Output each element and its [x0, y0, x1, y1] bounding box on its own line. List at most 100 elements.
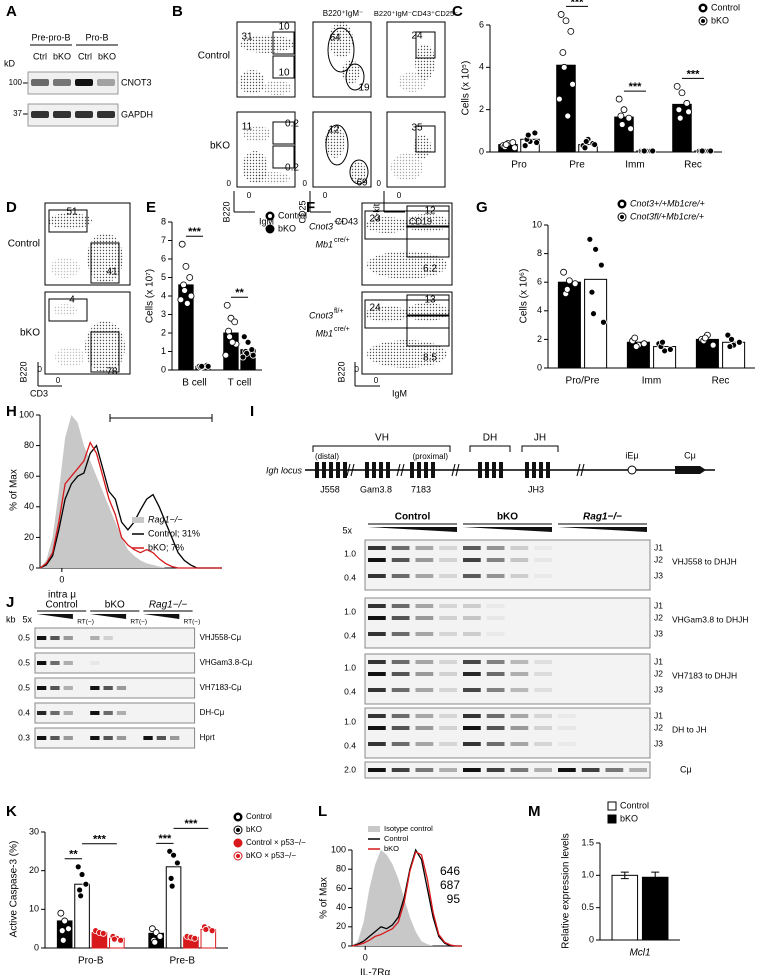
panel-label: E	[146, 199, 156, 216]
data-point	[78, 871, 86, 878]
gate	[406, 205, 450, 227]
region-label: VH	[375, 433, 389, 444]
data-point	[249, 351, 257, 359]
lane-label: Ctrl	[33, 51, 47, 61]
marker-label: 37	[13, 109, 22, 118]
legend-swatch	[132, 517, 144, 523]
y-axis-label: Relative expression levels	[561, 833, 572, 949]
data-point	[640, 147, 648, 155]
dilution-wedge	[558, 527, 647, 532]
data-point	[564, 112, 572, 120]
gene-segment	[485, 462, 489, 478]
band	[486, 546, 505, 550]
y-tick-label: 10	[532, 219, 542, 229]
band	[486, 616, 505, 620]
legend-dot	[620, 202, 624, 206]
break-mark	[451, 463, 456, 477]
data-point	[631, 334, 639, 342]
y-tick-label: 0	[34, 942, 39, 952]
genotype-gene: Mb1	[315, 239, 333, 249]
data-point	[223, 301, 231, 309]
dot-cloud	[365, 217, 409, 233]
y-axis-label: Cells (x 10⁷)	[145, 269, 156, 323]
dot-cloud	[243, 126, 271, 142]
band	[510, 714, 529, 718]
gate	[272, 31, 295, 55]
x-tick-label: Pro-B	[78, 956, 104, 967]
y-tick-label: 100	[331, 844, 346, 854]
y-tick-label: 3	[161, 309, 166, 319]
band	[415, 742, 434, 746]
axis-label: IgM	[259, 216, 274, 226]
band	[486, 660, 505, 664]
band	[415, 714, 434, 718]
data-point	[533, 139, 541, 146]
x-tick-label: T cell	[228, 378, 252, 389]
data-point	[563, 285, 571, 293]
data-point	[198, 362, 206, 370]
band	[463, 574, 481, 578]
gene-segment	[532, 462, 536, 478]
gel-title: Cμ	[680, 764, 692, 774]
data-point	[521, 142, 529, 150]
column-header: B220⁺IgM⁻	[323, 9, 363, 18]
band	[558, 726, 576, 730]
y-tick-label: 1.0	[581, 870, 594, 880]
legend-swatch	[607, 801, 617, 811]
significance: ***	[185, 818, 199, 830]
dilution-wedge	[90, 614, 127, 619]
gel	[34, 627, 196, 649]
unit-label: kb	[6, 614, 16, 624]
mfi-value: 95	[447, 892, 461, 906]
y-tick-label: 40	[24, 501, 34, 511]
axis-zero: 0	[355, 365, 360, 374]
data-point	[685, 108, 692, 116]
data-point	[82, 880, 90, 888]
band	[463, 660, 481, 664]
error-bar	[620, 871, 629, 880]
legend-label: bKO	[711, 15, 729, 25]
gel	[34, 727, 196, 749]
dilution-wedge	[463, 527, 552, 532]
dot-cloud	[50, 258, 80, 278]
band	[391, 558, 410, 562]
group-label: Pro-B	[85, 32, 108, 42]
y-axis-label: Cells (x 10⁵)	[461, 61, 472, 116]
axis-zero: 0	[374, 376, 379, 385]
band	[510, 726, 529, 730]
band	[143, 736, 153, 740]
band	[368, 616, 386, 620]
band	[463, 616, 481, 620]
band	[510, 660, 529, 664]
legend-dot	[701, 6, 705, 10]
marker-label: 0.5	[18, 657, 30, 667]
dot-cloud	[262, 81, 292, 95]
data-point	[59, 936, 67, 944]
enhancer-label: iEμ	[625, 450, 638, 460]
band	[581, 768, 600, 772]
marker-label: 2.0	[344, 764, 356, 774]
y-tick-label: 4	[479, 62, 484, 72]
band	[486, 688, 505, 692]
band-label: J3	[654, 684, 663, 694]
data-point	[168, 882, 176, 890]
y-tick-label: 5	[161, 272, 166, 282]
y-tick-label: 4	[161, 290, 166, 300]
rt-label: RT(−)	[184, 619, 201, 626]
axis-label: B220	[18, 361, 28, 382]
mfi-value: 646	[440, 864, 460, 878]
legend-swatch	[368, 826, 380, 832]
band	[534, 742, 552, 746]
marker-label: 0.4	[18, 707, 30, 717]
data-point	[110, 935, 118, 943]
data-point	[531, 129, 539, 137]
band	[116, 686, 127, 690]
gene-segment	[539, 462, 543, 478]
band	[534, 688, 552, 692]
y-tick-label: 0	[589, 934, 594, 944]
gene-segment	[372, 462, 376, 478]
locus-label: Igh locus	[266, 465, 303, 475]
genotype-allele: fl/+	[334, 308, 344, 315]
x-axis-label: IL-7Rα	[360, 968, 390, 975]
